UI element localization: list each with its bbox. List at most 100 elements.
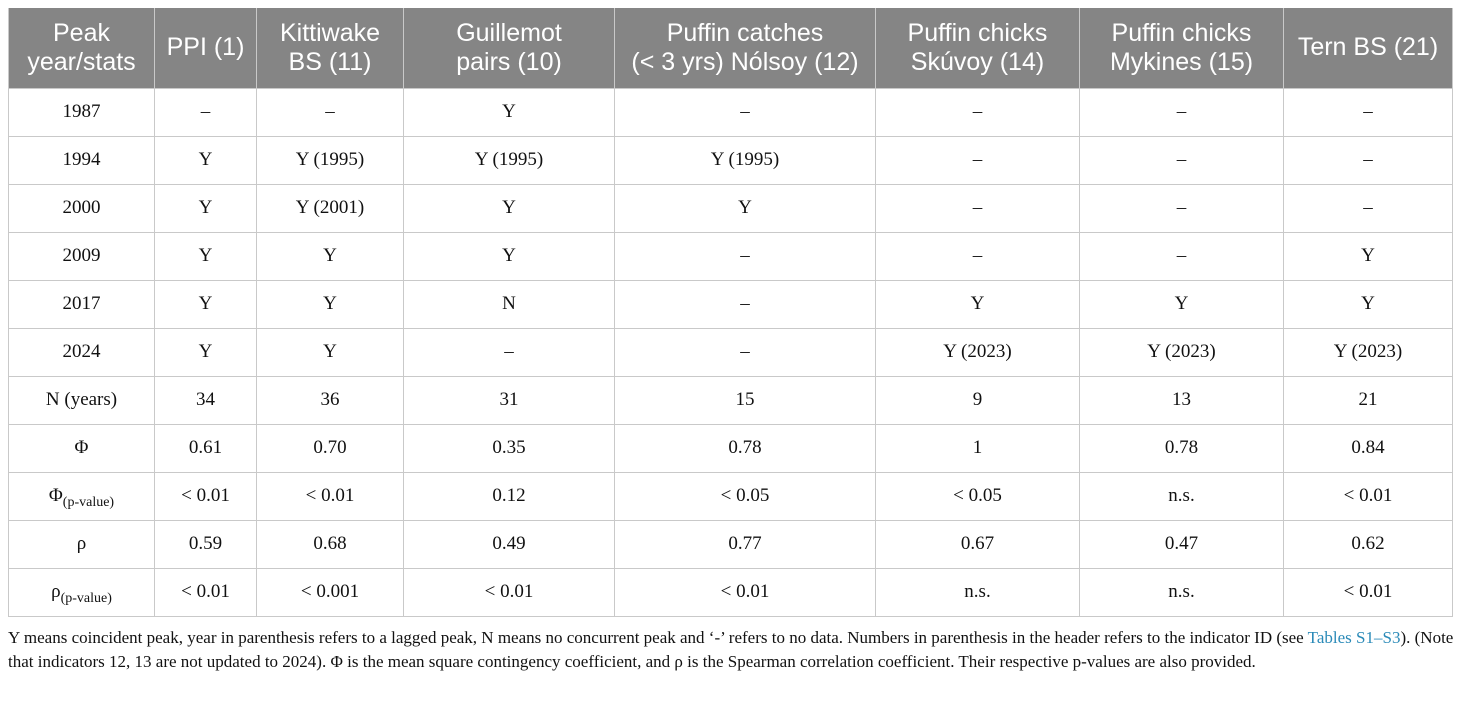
table-cell: –: [875, 231, 1080, 281]
table-cell: 0.62: [1283, 519, 1453, 569]
table-cell: 15: [614, 375, 876, 425]
table-cell: Y: [154, 327, 257, 377]
column-header-4: Puffin catches (< 3 yrs) Nólsoy (12): [614, 8, 876, 89]
row-label-subscript: (p-value): [62, 495, 115, 510]
row-label-text: 1994: [62, 149, 101, 170]
table-cell: < 0.01: [154, 567, 257, 617]
table-cell: 34: [154, 375, 257, 425]
table-cell: 21: [1283, 375, 1453, 425]
table-cell: 0.70: [256, 423, 404, 473]
table-cell: –: [875, 183, 1080, 233]
column-header-2: Kittiwake BS (11): [256, 8, 404, 89]
tables-s1-s3-link[interactable]: Tables S1–S3: [1307, 628, 1401, 647]
table-cell: 13: [1079, 375, 1284, 425]
column-header-line: Guillemot: [456, 18, 562, 47]
table-cell: –: [1079, 87, 1284, 137]
table-cell: 0.12: [403, 471, 615, 521]
column-header-3: Guillemot pairs (10): [403, 8, 615, 89]
table-cell: Y: [256, 279, 404, 329]
table-cell: –: [875, 135, 1080, 185]
column-header-line: Tern BS (21): [1297, 33, 1439, 62]
table-cell: Y (2023): [875, 327, 1080, 377]
table-cell: Y: [154, 135, 257, 185]
table-cell: Y: [1079, 279, 1284, 329]
footnote-text-start: Y means coincident peak, year in parenth…: [8, 628, 1308, 647]
table-cell: N: [403, 279, 615, 329]
table-cell: 0.49: [403, 519, 615, 569]
table-cell: Y (2023): [1283, 327, 1453, 377]
table-cell: Y: [154, 183, 257, 233]
table-cell: –: [403, 327, 615, 377]
column-header-line: BS (11): [288, 47, 372, 76]
table-row: ρ 0.59 0.68 0.49 0.77 0.67 0.47 0.62: [8, 519, 1453, 569]
table-cell: < 0.01: [403, 567, 615, 617]
column-header-0: Peak year/stats: [8, 8, 155, 89]
footnote-text-end: ). (Note that indicators 12, 13 are not …: [8, 628, 1454, 671]
table-cell: Y: [256, 231, 404, 281]
peak-comparison-table: Peak year/stats PPI (1) Kittiwake BS (11) Gui…: [8, 8, 1453, 617]
row-label: Φ: [8, 423, 155, 473]
table-cell: Y (1995): [614, 135, 876, 185]
table-row: 2000 Y Y (2001) Y Y – – –: [8, 183, 1453, 233]
table-cell: –: [1283, 135, 1453, 185]
row-label-text: 2017: [62, 293, 101, 314]
table-cell: n.s.: [1079, 471, 1284, 521]
table-cell: 1: [875, 423, 1080, 473]
table-cell: 9: [875, 375, 1080, 425]
column-header-line: (< 3 yrs) Nólsoy (12): [631, 47, 859, 76]
table-cell: Y: [1283, 279, 1453, 329]
row-label-text: Φ: [74, 437, 89, 458]
table-cell: Y: [875, 279, 1080, 329]
row-label-text: 1987: [62, 101, 101, 122]
table-cell: Y: [614, 183, 876, 233]
column-header-line: pairs (10): [456, 47, 562, 76]
table-row: 2017 Y Y N – Y Y Y: [8, 279, 1453, 329]
table-cell: Y (2001): [256, 183, 404, 233]
row-label-text: N (years): [45, 389, 118, 410]
table-cell: 31: [403, 375, 615, 425]
table-cell: Y: [154, 279, 257, 329]
table-cell: –: [875, 87, 1080, 137]
table-cell: 0.77: [614, 519, 876, 569]
table-cell: 0.61: [154, 423, 257, 473]
table-container: Peak year/stats PPI (1) Kittiwake BS (11) Gui…: [8, 8, 1453, 617]
row-label: 2017: [8, 279, 155, 329]
table-cell: < 0.01: [1283, 471, 1453, 521]
table-cell: < 0.01: [256, 471, 404, 521]
header-row: Peak year/stats PPI (1) Kittiwake BS (11) Gui…: [8, 8, 1453, 89]
column-header-line: Peak: [53, 18, 110, 47]
table-cell: –: [1079, 231, 1284, 281]
table-footnote: Y means coincident peak, year in parenth…: [8, 626, 1454, 674]
table-cell: Y (1995): [256, 135, 404, 185]
column-header-6: Puffin chicks Mykines (15): [1079, 8, 1284, 89]
table-cell: –: [1283, 87, 1453, 137]
table-cell: –: [614, 231, 876, 281]
row-label-text: ρ: [76, 533, 87, 554]
column-header-5: Puffin chicks Skúvoy (14): [875, 8, 1080, 89]
table-cell: < 0.01: [154, 471, 257, 521]
table-body: 1987– – Y – – – –1994 Y Y (1995) Y (1995) Y (1995)…: [8, 87, 1453, 617]
table-row: 1994 Y Y (1995) Y (1995) Y (1995) – – –: [8, 135, 1453, 185]
column-header-line: Puffin chicks: [1111, 18, 1252, 47]
table-cell: 0.84: [1283, 423, 1453, 473]
row-label-text: ρ: [51, 581, 61, 602]
column-header-line: Puffin catches: [666, 18, 824, 47]
table-cell: –: [1283, 183, 1453, 233]
table-cell: 0.59: [154, 519, 257, 569]
table-cell: Y: [403, 231, 615, 281]
table-cell: Y: [403, 87, 615, 137]
row-label: 2000: [8, 183, 155, 233]
row-label: 1987: [8, 87, 155, 137]
table-cell: 0.78: [614, 423, 876, 473]
table-cell: 0.67: [875, 519, 1080, 569]
table-cell: < 0.01: [614, 567, 876, 617]
row-label: 2024: [8, 327, 155, 377]
table-cell: –: [256, 87, 404, 137]
row-label: N (years): [8, 375, 155, 425]
column-header-line: Skúvoy (14): [910, 47, 1045, 76]
row-label: ρ(p-value): [8, 567, 155, 617]
table-cell: –: [614, 327, 876, 377]
row-label-text: Φ: [48, 485, 63, 506]
row-label: ρ: [8, 519, 155, 569]
column-header-7: Tern BS (21): [1283, 8, 1453, 89]
